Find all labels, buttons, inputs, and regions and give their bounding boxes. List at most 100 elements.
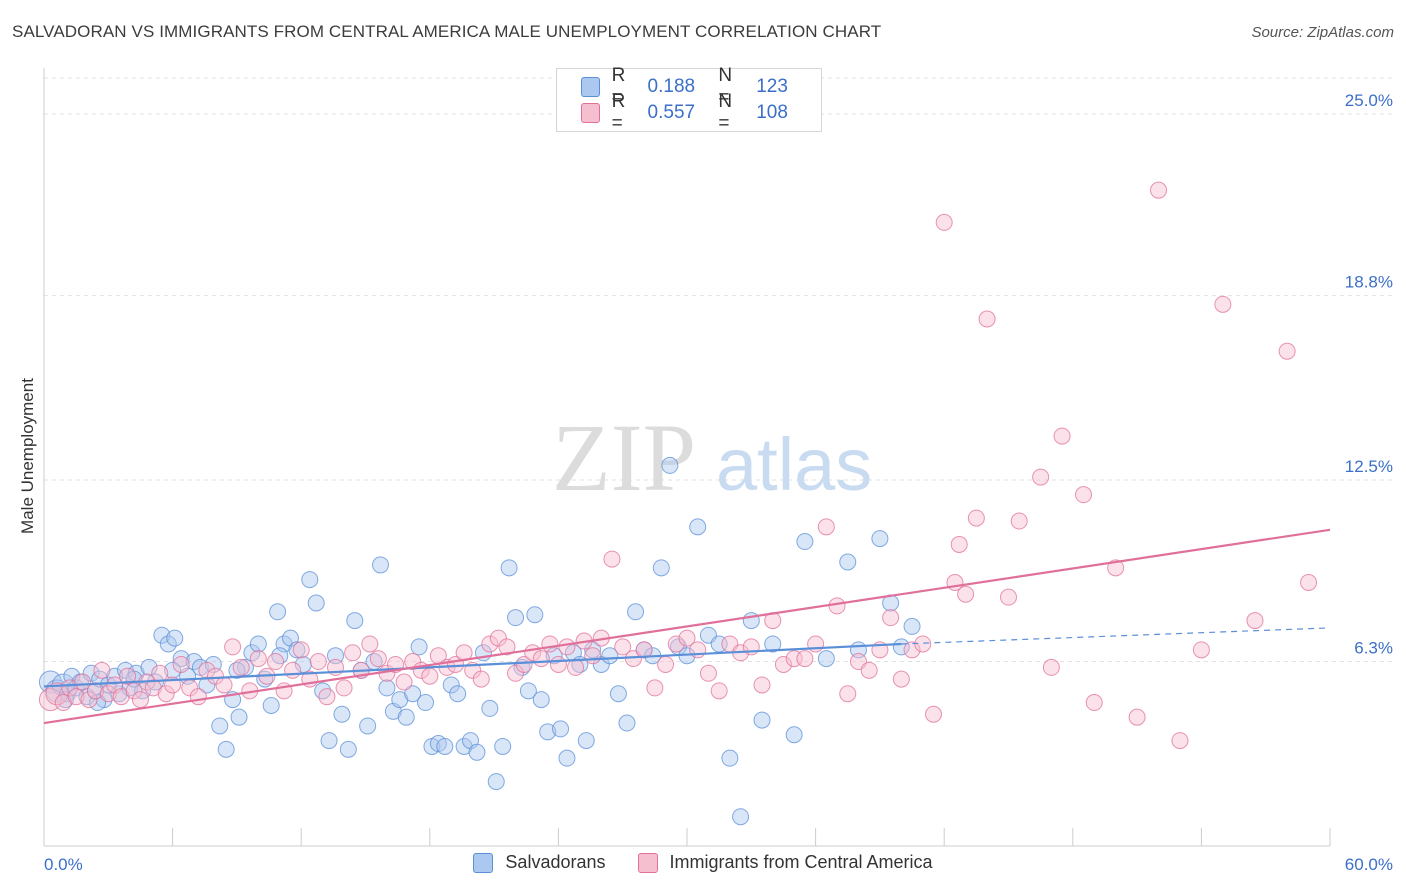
- point-immigrants: [206, 667, 224, 685]
- point-immigrants: [189, 688, 207, 706]
- trend-line-salvadorans: [43, 642, 902, 688]
- point-immigrants: [903, 641, 921, 659]
- grid-lines: [44, 77, 1395, 663]
- point-immigrants: [1010, 512, 1028, 530]
- point-immigrants: [481, 635, 499, 653]
- point-salvadorans: [817, 650, 835, 668]
- point-salvadorans: [481, 699, 499, 717]
- legend-row-salvadorans: R = 0.188 N = 123: [581, 65, 821, 108]
- point-salvadorans: [333, 705, 351, 723]
- point-immigrants: [1000, 588, 1017, 606]
- point-immigrants: [882, 609, 900, 627]
- point-immigrants: [93, 661, 111, 679]
- legend-r-label: R =: [611, 91, 626, 134]
- point-salvadorans: [339, 740, 357, 758]
- axes: [43, 68, 1331, 847]
- point-immigrants: [172, 655, 190, 673]
- point-immigrants: [1150, 181, 1168, 199]
- point-immigrants: [753, 676, 771, 694]
- y-tick-label: 12.5%: [1345, 457, 1393, 476]
- point-salvadorans: [652, 559, 670, 577]
- legend-item-immigrants: Immigrants from Central America: [637, 852, 933, 873]
- point-immigrants: [1214, 295, 1232, 313]
- point-immigrants: [978, 310, 996, 328]
- point-immigrants: [284, 661, 302, 679]
- point-immigrants: [710, 682, 728, 700]
- point-salvadorans: [378, 679, 396, 697]
- point-immigrants: [549, 655, 567, 673]
- point-immigrants: [774, 655, 792, 673]
- x-tick-label-min: 0.0%: [44, 855, 83, 874]
- point-salvadorans: [404, 685, 422, 703]
- point-immigrants: [646, 679, 664, 697]
- point-immigrants: [224, 638, 242, 656]
- chart-title: SALVADORAN VS IMMIGRANTS FROM CENTRAL AM…: [12, 22, 882, 41]
- point-salvadorans: [487, 773, 505, 791]
- point-immigrants: [472, 670, 490, 688]
- point-salvadorans: [140, 658, 158, 676]
- point-immigrants: [151, 664, 169, 682]
- point-salvadorans: [198, 676, 216, 694]
- legend-n-label: N =: [718, 65, 733, 108]
- point-salvadorans: [159, 635, 177, 653]
- y-axis-label: Male Unemployment: [18, 378, 37, 534]
- point-immigrants: [967, 509, 985, 527]
- point-immigrants: [232, 658, 250, 676]
- point-immigrants: [614, 638, 632, 656]
- legend-label-immigrants: Immigrants from Central America: [669, 852, 933, 872]
- point-salvadorans: [618, 714, 636, 732]
- point-immigrants: [80, 691, 98, 709]
- trend-line-immigrants: [43, 528, 1331, 725]
- point-salvadorans: [326, 647, 344, 665]
- point-salvadorans: [359, 717, 377, 735]
- point-immigrants: [1085, 694, 1103, 712]
- point-salvadorans: [288, 641, 306, 659]
- point-salvadorans: [320, 732, 338, 750]
- point-immigrants: [1171, 732, 1189, 750]
- point-immigrants: [935, 213, 953, 231]
- legend-r-value: 0.188: [647, 76, 696, 97]
- point-immigrants: [1042, 658, 1060, 676]
- point-immigrants: [657, 655, 675, 673]
- series-legend: Salvadorans Immigrants from Central Amer…: [0, 852, 1406, 873]
- point-immigrants: [67, 688, 85, 706]
- correlation-legend: R = 0.188 N = 123 R = 0.557 N = 108: [556, 65, 822, 134]
- y-tick-label: 25.0%: [1345, 91, 1393, 110]
- point-salvadorans: [689, 518, 707, 536]
- trend-lines: [43, 528, 1331, 725]
- point-immigrants: [699, 664, 717, 682]
- point-immigrants: [860, 661, 878, 679]
- point-salvadorans: [558, 749, 576, 767]
- point-salvadorans: [732, 808, 750, 826]
- point-immigrants: [1107, 559, 1125, 577]
- point-immigrants: [1053, 427, 1071, 445]
- point-salvadorans: [507, 609, 525, 627]
- point-immigrants: [421, 667, 439, 685]
- legend-n-value: 108: [756, 102, 788, 123]
- point-immigrants: [796, 650, 814, 668]
- point-salvadorans: [410, 638, 428, 656]
- point-salvadorans: [164, 661, 182, 679]
- point-immigrants: [489, 629, 507, 647]
- point-salvadorans: [397, 708, 415, 726]
- point-immigrants: [892, 670, 910, 688]
- point-salvadorans: [785, 726, 803, 744]
- watermark-zip: ZIP: [552, 404, 696, 511]
- point-immigrants: [558, 638, 576, 656]
- point-immigrants: [541, 635, 559, 653]
- point-immigrants: [369, 650, 387, 668]
- point-salvadorans: [449, 685, 467, 703]
- point-immigrants: [74, 673, 92, 691]
- point-immigrants: [1300, 574, 1318, 592]
- y-tick-label: 18.8%: [1345, 273, 1393, 292]
- point-immigrants: [266, 653, 284, 671]
- point-immigrants: [507, 664, 525, 682]
- legend-swatch-salvadorans: [581, 77, 600, 97]
- point-salvadorans: [494, 737, 512, 755]
- point-salvadorans: [262, 696, 280, 714]
- point-immigrants: [157, 685, 175, 703]
- point-immigrants: [498, 638, 516, 656]
- point-salvadorans: [172, 650, 190, 668]
- point-salvadorans: [243, 644, 261, 662]
- point-salvadorans: [307, 594, 325, 612]
